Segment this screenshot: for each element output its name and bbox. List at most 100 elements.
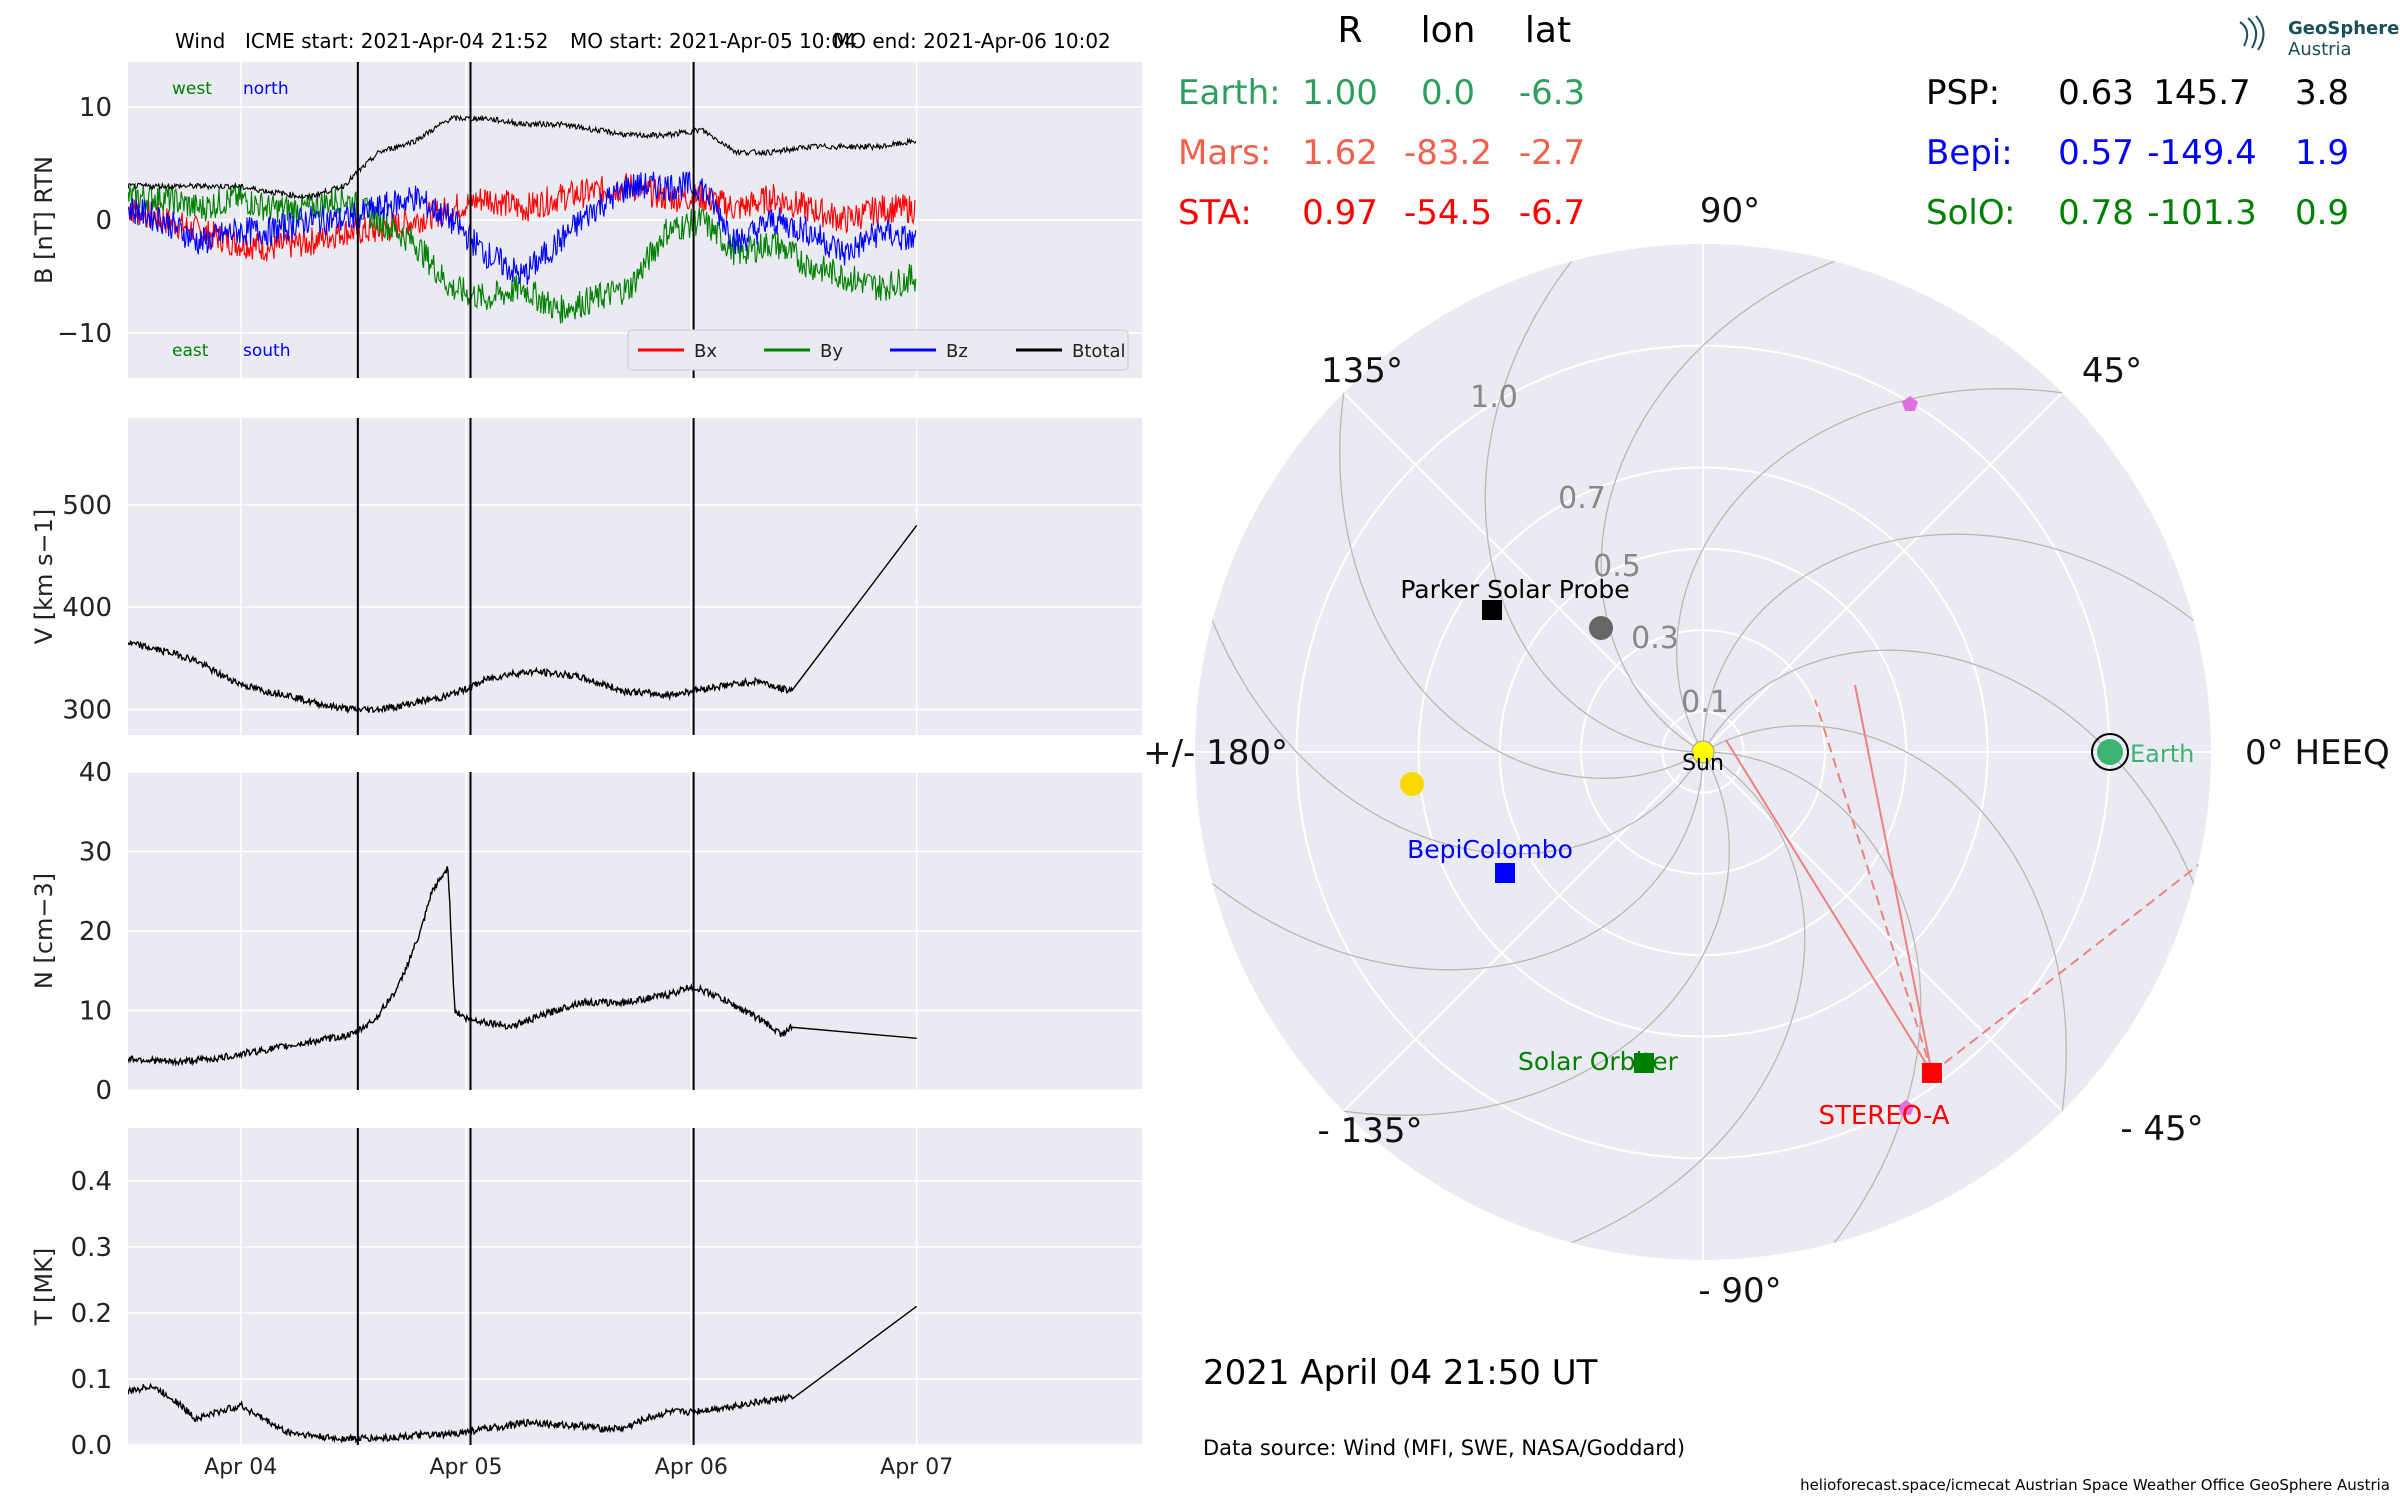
- parker-spiral: [1709, 725, 2067, 1206]
- parker-spiral: [1600, 244, 1928, 749]
- angle-label: 90°: [1700, 191, 1760, 231]
- series-by: [128, 182, 917, 324]
- row-r: 1.62: [1302, 133, 1378, 173]
- series-line: [128, 524, 918, 714]
- y-tick-label: −10: [57, 319, 112, 349]
- psp-label: Parker Solar Probe: [1400, 575, 1629, 604]
- legend: Bx By Bz Btotal: [627, 329, 1129, 371]
- series-bx: [128, 173, 917, 262]
- y-axis-label: N [cm−3]: [30, 873, 58, 989]
- panel-background: [128, 418, 1142, 735]
- x-axis-labels: Apr 04 Apr 05 Apr 06 Apr 07: [204, 1455, 953, 1480]
- y-tick-label: 10: [79, 997, 112, 1027]
- row-lon: 0.0: [1421, 73, 1475, 113]
- venus-marker: [1400, 772, 1424, 796]
- footer-credits: helioforecast.space/icmecat Austrian Spa…: [1800, 1476, 2390, 1494]
- y-axis-label: B [nT] RTN: [30, 156, 58, 284]
- row-lat: 1.9: [2295, 133, 2349, 173]
- polar-grid-spoke: [1702, 751, 2063, 1112]
- position-table: R lon lat Earth: 1.00 0.0 -6.3 Mars: 1.62 -83.…: [1178, 10, 2349, 233]
- y-tick-label: 40: [79, 758, 112, 788]
- row-r: 0.78: [2058, 193, 2134, 233]
- psp-marker: [1482, 600, 1502, 620]
- col-lon-header: lon: [1421, 10, 1476, 51]
- stereo-a-label: STEREO-A: [1818, 1101, 1949, 1131]
- row-lon: -101.3: [2147, 193, 2257, 233]
- polar-grid-spoke: [1702, 392, 2063, 753]
- row-r: 1.00: [1302, 73, 1378, 113]
- legend-box: [627, 329, 1129, 371]
- row-r: 0.63: [2058, 73, 2134, 113]
- radial-label: 0.3: [1631, 621, 1679, 656]
- y-tick-label: 0.2: [71, 1299, 112, 1329]
- angle-label: 135°: [1321, 351, 1403, 391]
- parker-spiral: [1711, 751, 1922, 1260]
- radial-label: 0.5: [1593, 549, 1641, 584]
- row-name: PSP:: [1926, 73, 2000, 113]
- angle-label: - 45°: [2120, 1109, 2203, 1149]
- row-name: Mars:: [1178, 133, 1271, 173]
- solar-orbiter-label: Solar Orbiter: [1518, 1047, 1679, 1076]
- row-name: STA:: [1178, 193, 1252, 233]
- row-lat: -2.7: [1519, 133, 1585, 173]
- mars-marker: [1898, 1100, 1914, 1115]
- y-tick-label: 0.0: [71, 1431, 112, 1461]
- parker-spiral: [1478, 755, 1806, 1260]
- annotation-south: south: [243, 341, 290, 361]
- x-tick-label: Apr 05: [429, 1455, 502, 1480]
- row-name: SolO:: [1926, 193, 2015, 233]
- parker-spiral: [1676, 388, 2157, 746]
- solar-orbiter-marker: [1634, 1053, 1654, 1073]
- header-mo-end: MO end: 2021-Apr-06 10:02: [833, 29, 1111, 53]
- stereo-a-marker: [1921, 1062, 1942, 1083]
- radial-label: 1.0: [1470, 380, 1518, 415]
- parker-spiral: [1195, 527, 1700, 855]
- y-tick-label: 0: [95, 1076, 112, 1106]
- mercury-marker: [1589, 616, 1613, 640]
- y-tick-label: 400: [62, 593, 112, 623]
- row-lon: -83.2: [1404, 133, 1492, 173]
- header-icme-start: ICME start: 2021-Apr-04 21:52: [245, 29, 548, 53]
- legend-label: By: [820, 341, 843, 362]
- panel-background: [128, 1128, 1142, 1445]
- col-lat-header: lat: [1525, 10, 1571, 51]
- fov-line: [1854, 684, 1933, 1074]
- y-tick-label: 0.3: [71, 1233, 112, 1263]
- row-lon: 145.7: [2153, 73, 2250, 113]
- earth-ring: [2091, 733, 2129, 771]
- header-mo-start: MO start: 2021-Apr-05 10:04: [570, 29, 857, 53]
- legend-label: Bz: [946, 341, 968, 362]
- y-axis-label: T [MK]: [30, 1248, 58, 1326]
- parker-spiral: [1249, 758, 1730, 1116]
- parker-spirals: [1195, 244, 2211, 1260]
- series-line: [128, 866, 917, 1067]
- row-r: 0.57: [2058, 133, 2134, 173]
- y-tick-label: 10: [79, 93, 112, 123]
- y-tick-label: 500: [62, 491, 112, 521]
- angle-label: - 135°: [1318, 1111, 1423, 1151]
- x-tick-label: Apr 06: [655, 1455, 728, 1480]
- y-axis-label: V [km s−1]: [30, 509, 58, 645]
- swirl-icon: [2239, 15, 2265, 51]
- row-lon: -54.5: [1404, 193, 1492, 233]
- parker-spiral: [1339, 298, 1697, 779]
- row-name: Earth:: [1178, 73, 1281, 113]
- parker-spiral: [1706, 649, 2211, 977]
- parker-spiral: [1484, 244, 1695, 753]
- series-btotal: [128, 114, 917, 201]
- row-lat: 0.9: [2295, 193, 2349, 233]
- polar-plot: 0.10.3 0.5 0.7 1.0 90° 45° 0° HEEQ - 45° - 90° - …: [1143, 191, 2390, 1311]
- y-tick-label: 30: [79, 838, 112, 868]
- annotation-west: west: [172, 79, 212, 99]
- row-r: 0.97: [1302, 193, 1378, 233]
- x-tick-label: Apr 07: [880, 1455, 953, 1480]
- y-tick-label: 0: [95, 206, 112, 236]
- logo-line1: GeoSphere: [2288, 18, 2399, 39]
- radial-label: 0.7: [1558, 481, 1606, 516]
- fov-line: [1725, 739, 1933, 1074]
- angle-label: 45°: [2082, 351, 2142, 391]
- panel-4: 0.4 0.3 0.2 0.1 0.0 T [MK]: [30, 1128, 1142, 1461]
- parker-spiral: [1195, 760, 1704, 971]
- row-lon: -149.4: [2147, 133, 2257, 173]
